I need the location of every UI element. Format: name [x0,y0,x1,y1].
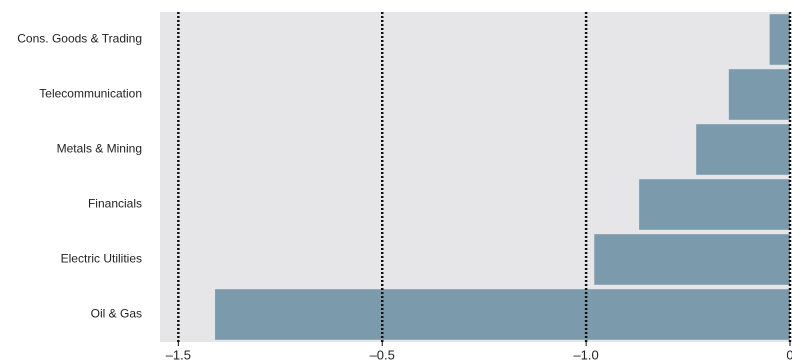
bar [215,289,791,340]
y-tick-label: Financials [88,197,142,211]
bar [594,234,790,285]
y-tick-label: Telecommunication [39,87,142,101]
bar [769,14,790,65]
y-tick-label: Cons. Goods & Trading [17,32,142,46]
x-tick-label: –0.5 [370,347,395,362]
y-tick-label: Oil & Gas [91,307,142,321]
y-tick-label: Electric Utilities [61,252,142,266]
bar [728,69,790,120]
y-tick-label: Metals & Mining [57,142,142,156]
x-tick-label: 0 [786,347,792,362]
plot-area [160,12,790,342]
bar [696,124,790,175]
x-tick-label: –1.5 [166,347,191,362]
x-tick-label: –1.0 [573,347,598,362]
bar [639,179,790,230]
